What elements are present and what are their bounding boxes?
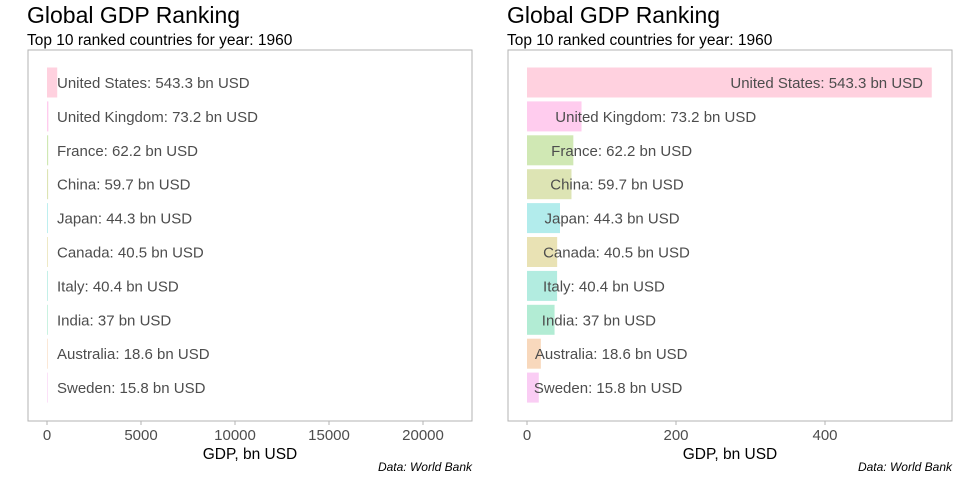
bar-label: India: 37 bn USD xyxy=(57,312,171,329)
bar-label: United Kingdom: 73.2 bn USD xyxy=(555,109,756,126)
bar-france xyxy=(527,135,574,166)
caption: Data: World Bank xyxy=(858,460,953,474)
bar-india xyxy=(527,304,555,335)
x-tick-label: 5000 xyxy=(124,427,157,444)
bar-sweden xyxy=(47,372,48,403)
x-tick-label: 400 xyxy=(812,427,837,444)
bar-china xyxy=(47,169,49,200)
bar-united-states xyxy=(47,67,58,98)
x-tick-label: 20000 xyxy=(402,427,444,444)
bar-label: France: 62.2 bn USD xyxy=(57,143,198,160)
bar-italy xyxy=(527,270,558,301)
chart-subtitle: Top 10 ranked countries for year: 1960 xyxy=(27,32,293,49)
bar-label: China: 59.7 bn USD xyxy=(57,177,191,194)
bar-label: Australia: 18.6 bn USD xyxy=(57,346,210,363)
bar-united-states xyxy=(527,67,932,98)
bar-label: Canada: 40.5 bn USD xyxy=(57,245,204,262)
bar-label: Australia: 18.6 bn USD xyxy=(535,346,688,363)
chart-title: Global GDP Ranking xyxy=(507,2,720,28)
bar-india xyxy=(47,304,48,335)
x-tick-label: 15000 xyxy=(308,427,350,444)
bar-label: Sweden: 15.8 bn USD xyxy=(57,380,206,397)
x-tick-label: 0 xyxy=(43,427,51,444)
bar-united-kingdom xyxy=(527,101,582,132)
plot-panel xyxy=(507,49,953,422)
plot-panel xyxy=(27,49,473,422)
bar-australia xyxy=(47,338,48,369)
bar-united-kingdom xyxy=(47,101,49,132)
bar-label: Sweden: 15.8 bn USD xyxy=(534,380,683,397)
x-axis-label: GDP, bn USD xyxy=(683,446,777,463)
bar-france xyxy=(47,135,49,166)
bar-japan xyxy=(527,203,561,234)
bar-sweden xyxy=(527,372,539,403)
chart-subtitle: Top 10 ranked countries for year: 1960 xyxy=(507,32,773,49)
chart-title: Global GDP Ranking xyxy=(27,2,240,28)
bar-italy xyxy=(47,270,48,301)
bar-label: Italy: 40.4 bn USD xyxy=(543,278,665,295)
bar-label: Canada: 40.5 bn USD xyxy=(543,245,690,262)
bar-label: France: 62.2 bn USD xyxy=(551,143,692,160)
bar-australia xyxy=(527,338,541,369)
bar-label: Italy: 40.4 bn USD xyxy=(57,278,179,295)
bar-label: Japan: 44.3 bn USD xyxy=(57,211,192,228)
x-tick-label: 200 xyxy=(663,427,688,444)
bar-china xyxy=(527,169,572,200)
x-tick-label: 10000 xyxy=(214,427,256,444)
x-tick-label: 0 xyxy=(523,427,531,444)
bar-canada xyxy=(47,237,48,267)
bar-label: United States: 543.3 bn USD xyxy=(730,75,923,92)
x-axis-label: GDP, bn USD xyxy=(203,446,297,463)
bar-label: Japan: 44.3 bn USD xyxy=(545,211,680,228)
bar-label: United Kingdom: 73.2 bn USD xyxy=(57,109,258,126)
bar-label: United States: 543.3 bn USD xyxy=(57,75,250,92)
bar-japan xyxy=(47,203,48,234)
bar-label: China: 59.7 bn USD xyxy=(550,177,684,194)
bar-canada xyxy=(527,237,558,267)
caption: Data: World Bank xyxy=(378,460,473,474)
bar-label: India: 37 bn USD xyxy=(542,312,656,329)
